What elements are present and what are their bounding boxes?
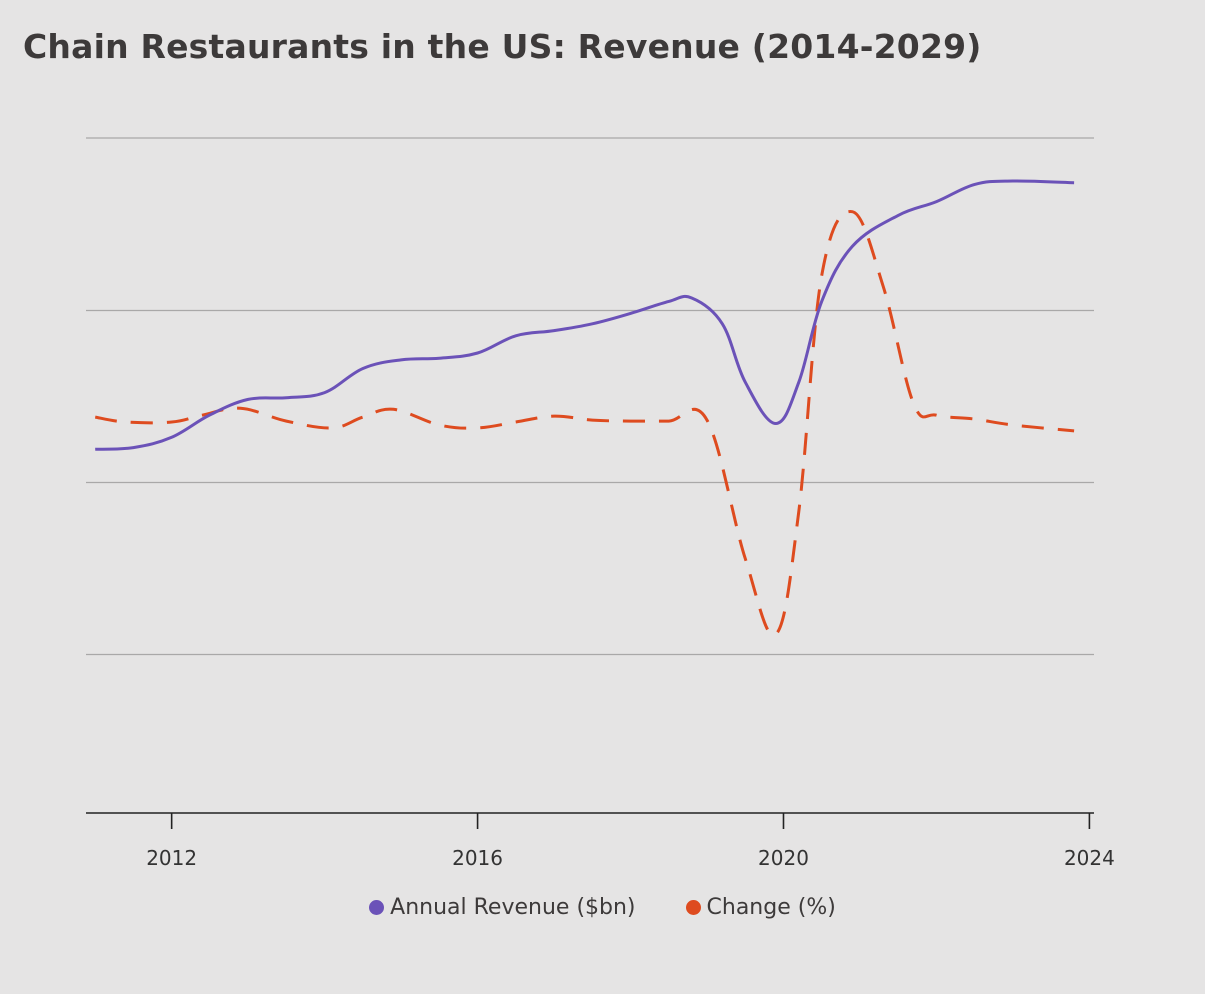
x-tick-label-2020: 2020 [758, 846, 809, 870]
series-line-annual-revenue [95, 179, 1075, 451]
legend-item-revenue[interactable]: Annual Revenue ($bn) [369, 895, 636, 920]
chart-title: Chain Restaurants in the US: Revenue (20… [23, 27, 982, 66]
x-tick-label-2012: 2012 [146, 846, 197, 870]
legend-marker-revenue [369, 900, 385, 915]
legend-label-revenue: Annual Revenue ($bn) [390, 895, 636, 920]
chart-legend: Annual Revenue ($bn) Change (%) [0, 895, 1205, 920]
legend-item-change[interactable]: Change (%) [685, 895, 836, 920]
x-tick-label-2016: 2016 [452, 846, 503, 870]
x-tick-label-2024: 2024 [1064, 846, 1115, 870]
legend-label-change: Change (%) [706, 895, 836, 920]
series-line-change-percent [94, 210, 1075, 637]
legend-marker-change [685, 900, 701, 915]
